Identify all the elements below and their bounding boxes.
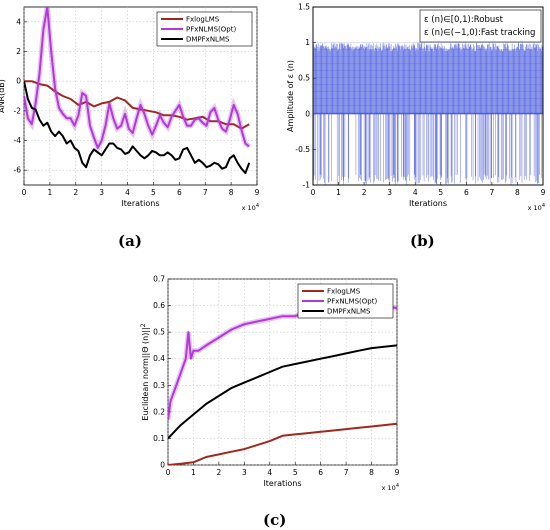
b-xtick-label: 5 [438, 188, 443, 197]
c-xlabel: Iterations [263, 479, 301, 488]
a-xtick-label: 3 [99, 188, 104, 197]
b-xtick-label: 6 [464, 188, 469, 197]
b-xtick-label: 2 [362, 188, 367, 197]
c-xtick-label: 0 [166, 468, 171, 477]
a-series-line-0 [24, 80, 250, 130]
c-legend-label-0: FxlogLMS [327, 288, 361, 296]
a-x-multiplier: x 104 [242, 203, 259, 212]
c-xtick-label: 3 [242, 468, 247, 477]
b-xtick-label: 7 [489, 188, 494, 197]
b-ytick-label: 0.5 [298, 74, 310, 83]
b-xtick-label: 0 [311, 188, 316, 197]
b-ytick-label: -0.5 [295, 145, 310, 154]
c-xtick-label: 6 [318, 468, 323, 477]
b-xlabel: Iterations [409, 199, 447, 208]
b-annotation-line-0: ε (n)∈[0,1):Robust [424, 15, 504, 25]
b-xtick-label: 9 [541, 188, 546, 197]
c-xtick-label: 1 [191, 468, 196, 477]
a-xtick-label: 8 [229, 188, 234, 197]
a-xtick-label: 7 [203, 188, 208, 197]
a-legend-label-1: PFxNLMS(Opt) [186, 26, 236, 34]
a-xtick-label: 2 [73, 188, 78, 197]
c-x-multiplier: x 104 [382, 483, 399, 492]
a-xtick-label: 4 [125, 188, 130, 197]
panel-label-c: (c) [263, 511, 287, 529]
c-ylabel: Euclidean norm||Θ (n)||2 [140, 323, 150, 420]
a-ytick-label: -4 [14, 136, 22, 145]
a-xlabel: Iterations [121, 199, 159, 208]
b-annotation-box [419, 9, 542, 43]
b-plot-border [312, 6, 544, 186]
b-signal [313, 42, 543, 185]
c-series-line-0 [168, 422, 397, 465]
c-xtick-label: 4 [267, 468, 272, 477]
b-xtick-label: 4 [413, 188, 418, 197]
c-ytick-label: 0.1 [153, 434, 165, 443]
c-legend-label-2: DMPFxNLMS [327, 308, 371, 316]
b-xtick-label: 8 [515, 188, 520, 197]
a-series-line-2 [24, 80, 251, 175]
a-legend-label-0: FxlogLMS [186, 16, 220, 24]
b-xtick-label: 3 [387, 188, 392, 197]
b-xtick-label: 1 [336, 188, 341, 197]
a-ytick-label: 0 [16, 77, 21, 86]
b-ytick-label: 1 [305, 38, 310, 47]
a-ytick-label: 2 [16, 47, 21, 56]
a-xtick-label: 5 [151, 188, 156, 197]
panel-label-a: (a) [118, 232, 142, 250]
b-ylabel: Amplitude of ε (n) [286, 60, 295, 132]
c-ytick-label: 0.7 [153, 275, 165, 284]
c-ytick-label: 0.2 [153, 407, 165, 416]
a-xtick-label: 9 [255, 188, 260, 197]
c-xtick-label: 2 [216, 468, 221, 477]
a-legend-label-2: DMPFxNLMS [186, 36, 230, 44]
a-xtick-label: 1 [47, 188, 52, 197]
panel-label-b: (b) [410, 232, 435, 250]
c-ytick-label: 0.6 [153, 301, 165, 310]
c-xtick-label: 9 [395, 468, 400, 477]
c-series-line-2 [168, 344, 397, 440]
c-xtick-label: 5 [293, 468, 298, 477]
a-ylabel: ANR(dB) [0, 79, 6, 113]
c-ytick-label: 0 [160, 461, 165, 470]
b-ytick-label: 1.5 [298, 3, 310, 12]
b-annotation-line-1: ε (n)∈(−1,0):Fast tracking [424, 28, 535, 38]
b-x-multiplier: x 104 [528, 203, 545, 212]
c-xtick-label: 7 [344, 468, 349, 477]
b-ytick-label: 0 [305, 109, 310, 118]
c-ytick-label: 0.5 [153, 328, 165, 337]
c-ytick-label: 0.3 [153, 381, 165, 390]
a-ytick-label: -2 [14, 106, 22, 115]
c-xtick-label: 8 [369, 468, 374, 477]
a-xtick-label: 6 [177, 188, 182, 197]
c-legend-label-1: PFxNLMS(Opt) [327, 298, 377, 306]
a-series-line-1 [24, 7, 250, 149]
c-ytick-label: 0.4 [153, 354, 165, 363]
a-ytick-label: 4 [16, 17, 21, 26]
a-xtick-label: 0 [22, 188, 27, 197]
b-signal-bands [313, 42, 543, 113]
a-ytick-label: -6 [14, 166, 22, 175]
b-ytick-label: -1 [303, 181, 311, 190]
